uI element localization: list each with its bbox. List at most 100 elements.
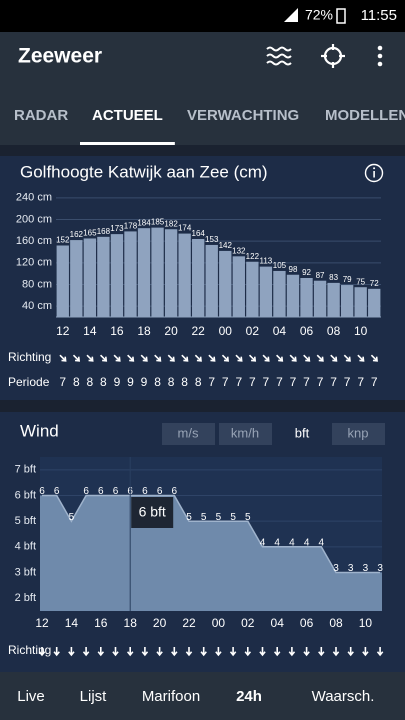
x-tick-label: 14: [65, 616, 79, 630]
bar: [368, 288, 381, 317]
unit-label[interactable]: km/h: [231, 425, 259, 440]
direction-arrow: [221, 354, 229, 362]
wind-value-label: 6: [83, 486, 89, 497]
bar: [192, 239, 205, 317]
direction-arrow: [126, 647, 134, 657]
direction-arrow: [100, 354, 108, 362]
bar: [56, 245, 69, 317]
period-value: 7: [249, 375, 256, 389]
wind-value-label: 4: [274, 537, 280, 548]
bar-value-label: 184: [137, 218, 151, 227]
period-value: 9: [127, 375, 134, 389]
x-tick-label: 02: [241, 616, 255, 630]
bar-value-label: 185: [151, 218, 165, 227]
bar-value-label: 152: [56, 236, 70, 245]
tab[interactable]: VERWACHTING: [187, 107, 299, 124]
bar-value-label: 153: [205, 235, 219, 244]
unit-button[interactable]: [332, 423, 385, 445]
period-value: 9: [114, 375, 121, 389]
direction-arrow: [113, 354, 121, 362]
period-value: 7: [330, 375, 337, 389]
x-tick-label: 18: [137, 324, 151, 338]
direction-arrow: [141, 647, 149, 657]
direction-arrow: [185, 647, 193, 657]
direction-arrow: [68, 647, 75, 657]
y-tick-label: 6 bft: [15, 489, 36, 501]
direction-arrow: [200, 647, 207, 657]
bar: [246, 261, 259, 317]
x-tick-label: 16: [110, 324, 124, 338]
x-tick-label: 04: [273, 324, 287, 338]
row-label: Richting: [8, 643, 51, 657]
wind-value-label: 5: [245, 512, 251, 523]
direction-arrow: [289, 354, 297, 362]
chart-title: Golfhoogte Katwijk aan Zee (cm): [20, 162, 268, 181]
direction-arrow: [332, 647, 340, 657]
info-button[interactable]: [364, 163, 384, 183]
direction-arrow: [167, 354, 175, 362]
bar: [70, 240, 83, 317]
direction-arrow: [276, 354, 284, 362]
direction-arrow: [357, 354, 365, 362]
bar-value-label: 164: [192, 229, 206, 238]
y-tick-label: 7 bft: [15, 464, 36, 476]
x-tick-label: 22: [192, 324, 206, 338]
unit-label[interactable]: m/s: [178, 425, 199, 440]
bar: [83, 238, 97, 317]
app-bar: [0, 32, 405, 145]
nav-item[interactable]: Waarsch.: [312, 688, 375, 705]
nav-item[interactable]: Live: [17, 688, 45, 705]
nav-item[interactable]: 24h: [236, 688, 262, 705]
tab[interactable]: RADAR: [14, 107, 68, 124]
menu-button[interactable]: [377, 45, 383, 67]
battery-level: 72%: [305, 7, 333, 23]
y-tick-label: 2 bft: [15, 592, 36, 604]
unit-label[interactable]: knp: [348, 425, 369, 440]
bar: [286, 274, 300, 317]
direction-arrow: [362, 647, 369, 657]
bar: [219, 250, 232, 317]
waves-button[interactable]: [266, 46, 292, 66]
direction-arrow: [97, 647, 105, 657]
unit-button[interactable]: [276, 423, 329, 445]
tab[interactable]: MODELLEN: [325, 107, 405, 124]
direction-arrow: [244, 647, 252, 657]
bar-value-label: 72: [370, 279, 379, 288]
bar: [340, 285, 354, 317]
bar: [178, 233, 191, 317]
x-tick-label: 06: [300, 324, 314, 338]
direction-arrow: [343, 354, 351, 362]
unit-label[interactable]: bft: [295, 425, 310, 440]
direction-arrow: [316, 354, 324, 362]
wind-value-label: 3: [377, 563, 383, 574]
direction-arrow: [140, 354, 148, 362]
bottom-nav: [0, 672, 405, 720]
wind-value-label: 6: [54, 486, 60, 497]
wind-value-label: 5: [201, 512, 207, 523]
bar: [151, 227, 164, 317]
tab[interactable]: ACTUEEL: [92, 107, 163, 124]
unit-button[interactable]: [219, 423, 272, 445]
direction-arrow: [112, 647, 119, 657]
nav-item[interactable]: Lijst: [80, 688, 108, 705]
direction-arrow: [235, 354, 243, 362]
x-tick-label: 12: [56, 324, 70, 338]
wind-value-label: 6: [142, 486, 148, 497]
location-button[interactable]: [321, 44, 345, 68]
wind-value-label: 4: [319, 537, 325, 548]
direction-arrow: [59, 354, 67, 362]
direction-arrow: [248, 354, 257, 362]
x-tick-label: 22: [182, 616, 196, 630]
direction-arrow: [303, 354, 311, 362]
period-value: 7: [371, 375, 378, 389]
wind-value-label: 6: [157, 486, 163, 497]
row-label: Periode: [8, 375, 50, 389]
direction-arrow: [273, 647, 281, 657]
direction-arrow: [215, 647, 222, 657]
x-tick-label: 08: [327, 324, 341, 338]
direction-arrow: [330, 354, 338, 362]
x-tick-label: 08: [329, 616, 343, 630]
unit-button[interactable]: [162, 423, 215, 445]
nav-item[interactable]: Marifoon: [142, 688, 200, 705]
